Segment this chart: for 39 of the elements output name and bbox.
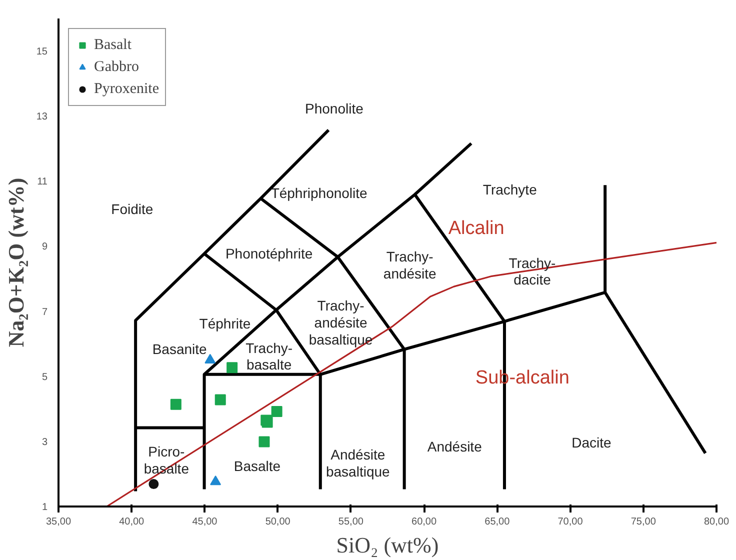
annotation: Trachy- andésite basaltique: [308, 298, 373, 348]
annotation: Trachy- basalte: [246, 340, 293, 373]
annotation: Téphriphonolite: [270, 185, 368, 202]
annotation: Dacite: [572, 434, 612, 451]
y-axis-title: Na₂O+K₂O (wt%): [3, 178, 28, 348]
legend-label: Gabbro: [94, 58, 139, 76]
y-tick-label: 9: [42, 242, 48, 253]
annotation: Phonotéphrite: [225, 246, 313, 262]
x-tick-label: 75,00: [630, 516, 656, 528]
legend-label: Pyroxenite: [94, 80, 159, 98]
legend-label: Basalt: [94, 36, 132, 54]
y-tick-label: 5: [42, 372, 48, 383]
y-tick-label: 3: [42, 436, 48, 448]
x-tick-label: 40,00: [119, 516, 145, 528]
annotation: Alcalin: [448, 218, 504, 239]
y-tick-label: 1: [42, 502, 48, 513]
annotation: Trachy- andésite: [383, 248, 437, 282]
y-tick-label: 15: [36, 46, 48, 58]
y-tick-label: 11: [37, 176, 48, 188]
x-tick-label: 35,00: [46, 516, 72, 528]
x-tick-label: 60,00: [412, 516, 438, 528]
annotation: Andésite basaltique: [326, 446, 390, 480]
x-tick-label: 65,00: [484, 516, 510, 528]
x-tick-label: 70,00: [558, 516, 584, 528]
annotation: Trachy- dacite: [508, 254, 556, 288]
annotation: Trachyte: [482, 181, 538, 198]
annotation: Basanite: [152, 340, 208, 357]
annotation: Phonolite: [305, 100, 364, 116]
y-tick-label: 7: [42, 306, 48, 318]
annotation: Basalte: [234, 458, 281, 474]
x-tick-label: 55,00: [338, 516, 364, 528]
annotation: Téphrite: [199, 316, 251, 332]
x-tick-label: 45,00: [192, 516, 218, 528]
annotation: Foidite: [111, 200, 154, 217]
x-tick-label: 80,00: [704, 516, 730, 528]
y-tick-label: 13: [36, 112, 48, 123]
annotation: Andésite: [427, 438, 482, 454]
x-tick-label: 50,00: [265, 516, 291, 528]
x-axis-title: SiO₂ (wt%): [336, 532, 439, 558]
